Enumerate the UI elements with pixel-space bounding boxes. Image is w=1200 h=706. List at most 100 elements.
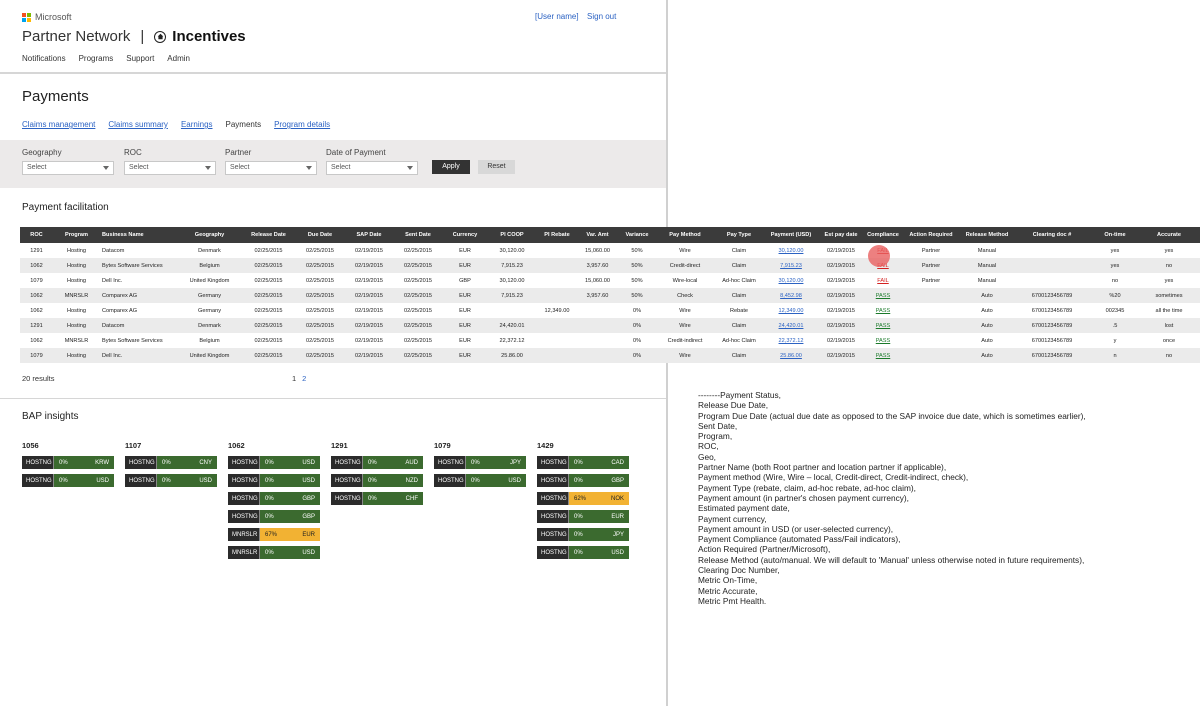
insight-row[interactable]: HOSTNG 0% CAD (537, 456, 629, 469)
column-header[interactable]: Action Required (902, 227, 960, 243)
column-header[interactable]: Release Date (242, 227, 295, 243)
insight-row[interactable]: HOSTNG 0% GBP (228, 492, 320, 505)
payment-usd-link[interactable]: 30,120.00 (778, 277, 804, 284)
table-row[interactable]: 1062 MNRSLR Bytes Software Services Belgium… (20, 333, 1200, 348)
table-cell: 02/25/2015 (393, 273, 443, 288)
brand-label[interactable]: Partner Network (22, 28, 131, 45)
table-cell: 02/19/2015 (345, 333, 393, 348)
insight-row[interactable]: HOSTNG 0% GBP (228, 510, 320, 523)
table-cell: Hosting (53, 318, 100, 333)
column-header[interactable]: Est pay date (818, 227, 864, 243)
insight-row[interactable]: HOSTNG 0% GBP (537, 474, 629, 487)
insight-row[interactable]: HOSTNG 0% USD (125, 474, 217, 487)
page-2[interactable]: 2 (302, 374, 307, 383)
compliance-link[interactable]: PASS (875, 352, 891, 359)
insight-row[interactable]: HOSTNG 0% USD (228, 456, 320, 469)
column-header[interactable]: On-time (1090, 227, 1140, 243)
table-cell: 1062 (20, 288, 53, 303)
geography-select[interactable]: Select (22, 161, 114, 175)
nav-programs[interactable]: Programs (78, 54, 114, 63)
column-header[interactable]: Release Method (960, 227, 1014, 243)
column-header[interactable]: Sent Date (393, 227, 443, 243)
tab-payments[interactable]: Payments (225, 120, 262, 129)
tab-program-details[interactable]: Program details (274, 120, 331, 129)
insight-currency: NZD (405, 477, 418, 484)
home-icon[interactable] (154, 30, 167, 43)
payment-usd-link[interactable]: 22,372.12 (778, 337, 804, 344)
nav-admin[interactable]: Admin (167, 54, 190, 63)
table-cell (1014, 273, 1090, 288)
insight-row[interactable]: MNRSLR 67% EUR (228, 528, 320, 541)
column-header[interactable]: PI Rebate (537, 227, 577, 243)
column-header[interactable]: Var. Amt (577, 227, 618, 243)
table-row[interactable]: 1079 Hosting Dell Inc. United Kingdom 02/25/… (20, 348, 1200, 363)
compliance-link[interactable]: PASS (875, 292, 891, 299)
sign-out-link[interactable]: Sign out (587, 12, 617, 21)
payment-usd-link[interactable]: 25.86.00 (780, 352, 802, 359)
payment-usd-link[interactable]: 24,420.01 (778, 322, 804, 329)
column-header[interactable]: Accurate (1140, 227, 1198, 243)
insight-row[interactable]: MNRSLR 0% USD (228, 546, 320, 559)
insight-row[interactable]: HOSTNG 0% USD (434, 474, 526, 487)
app-name[interactable]: Incentives (172, 28, 246, 45)
note-line: Action Required (Partner/Microsoft), (698, 544, 831, 555)
column-header[interactable]: Program (53, 227, 100, 243)
column-header[interactable]: H (1198, 227, 1200, 243)
column-header[interactable]: SAP Date (345, 227, 393, 243)
table-row[interactable]: 1062 Hosting Bytes Software Services Belgiu… (20, 258, 1200, 273)
insight-row[interactable]: HOSTNG 0% USD (22, 474, 114, 487)
date-select[interactable]: Select (326, 161, 418, 175)
column-header[interactable]: Due Date (295, 227, 345, 243)
column-header[interactable]: Payment (USD) (764, 227, 818, 243)
table-row[interactable]: 1291 Hosting Datacom Denmark 02/25/2015 02/25… (20, 318, 1200, 333)
compliance-link[interactable]: PASS (875, 337, 891, 344)
partner-select[interactable]: Select (225, 161, 317, 175)
insight-row[interactable]: HOSTNG 0% JPY (537, 528, 629, 541)
column-header[interactable]: Compliance (864, 227, 902, 243)
compliance-link[interactable]: PASS (875, 307, 891, 314)
insight-row[interactable]: HOSTNG 0% CNY (125, 456, 217, 469)
insight-percent: 0% (162, 477, 171, 484)
insight-row[interactable]: HOSTNG 62% NOK (537, 492, 629, 505)
insight-row[interactable]: HOSTNG 0% NZD (331, 474, 423, 487)
insight-row[interactable]: HOSTNG 0% CHF (331, 492, 423, 505)
table-row[interactable]: 1079 Hosting Dell Inc. United Kingdom 02/25/… (20, 273, 1200, 288)
roc-select[interactable]: Select (124, 161, 216, 175)
compliance-link[interactable]: FAIL (877, 277, 889, 284)
column-header[interactable]: Pay Type (714, 227, 764, 243)
tab-claims-summary[interactable]: Claims summary (108, 120, 168, 129)
payment-usd-link[interactable]: 30,120.00 (778, 247, 804, 254)
column-header[interactable]: Pay Method (656, 227, 714, 243)
column-header[interactable]: Variance (618, 227, 656, 243)
insight-row[interactable]: HOSTNG 0% JPY (434, 456, 526, 469)
insight-row[interactable]: HOSTNG 0% KRW (22, 456, 114, 469)
payment-usd-link[interactable]: 12,349.00 (778, 307, 804, 314)
page-1[interactable]: 1 (292, 374, 297, 383)
column-header[interactable]: PI COOP (487, 227, 537, 243)
payment-usd-link[interactable]: 8,452.98 (780, 292, 802, 299)
insight-row[interactable]: HOSTNG 0% USD (228, 474, 320, 487)
insight-program: HOSTNG (434, 474, 466, 487)
table-cell: 15,060.00 (577, 273, 618, 288)
apply-button[interactable]: Apply (432, 160, 470, 174)
insight-row[interactable]: HOSTNG 0% USD (537, 546, 629, 559)
user-name-link[interactable]: [User name] (535, 12, 579, 21)
compliance-link[interactable]: PASS (875, 322, 891, 329)
insight-row[interactable]: HOSTNG 0% AUD (331, 456, 423, 469)
column-header[interactable]: Geography (177, 227, 242, 243)
insight-percent: 0% (265, 477, 274, 484)
chevron-down-icon (205, 166, 211, 170)
table-row[interactable]: 1062 MNRSLR Comparex AG Germany 02/25/2015 02… (20, 288, 1200, 303)
tab-earnings[interactable]: Earnings (180, 120, 213, 129)
nav-notifications[interactable]: Notifications (22, 54, 66, 63)
column-header[interactable]: Currency (443, 227, 487, 243)
column-header[interactable]: Clearing doc # (1014, 227, 1090, 243)
table-row[interactable]: 1062 Hosting Comparex AG Germany 02/25/2015 0… (20, 303, 1200, 318)
reset-button[interactable]: Reset (478, 160, 515, 174)
nav-support[interactable]: Support (126, 54, 155, 63)
insight-row[interactable]: HOSTNG 0% EUR (537, 510, 629, 523)
payment-usd-link[interactable]: 7,915.23 (780, 262, 802, 269)
tab-claims-management[interactable]: Claims management (22, 120, 96, 129)
column-header[interactable]: Business Name (100, 227, 177, 243)
column-header[interactable]: ROC (20, 227, 53, 243)
